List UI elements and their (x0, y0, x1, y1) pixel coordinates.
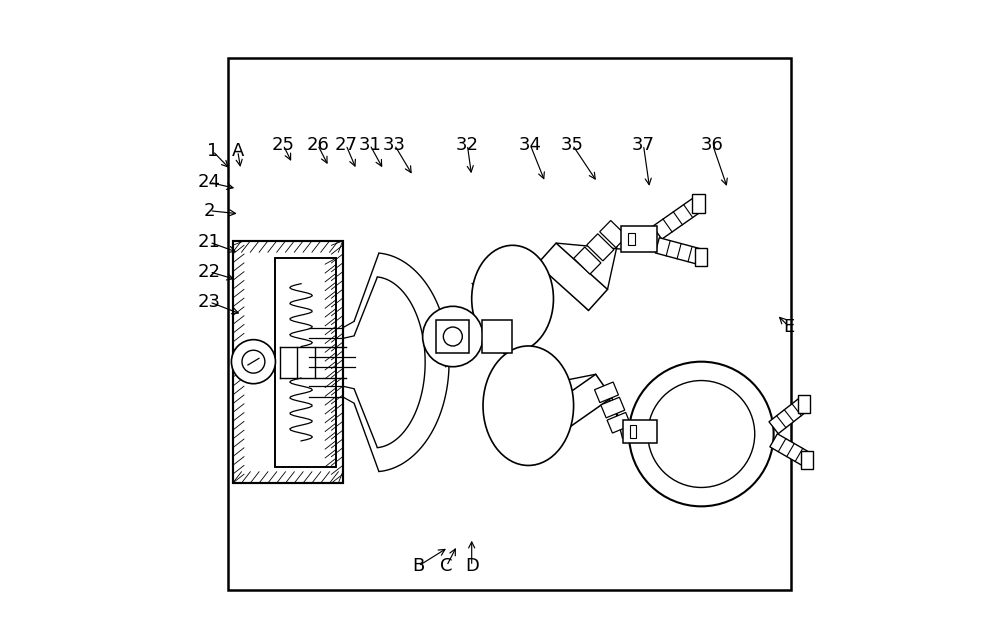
Text: 21: 21 (198, 233, 221, 251)
Text: B: B (412, 557, 424, 575)
Ellipse shape (483, 346, 574, 465)
Bar (482, 320, 512, 353)
Text: 32: 32 (456, 136, 479, 153)
Polygon shape (770, 434, 811, 466)
Polygon shape (537, 243, 608, 311)
Text: 1: 1 (207, 142, 218, 160)
Text: A: A (232, 142, 244, 160)
Bar (695, 248, 707, 267)
Text: 31: 31 (358, 136, 381, 153)
Text: 26: 26 (306, 136, 329, 153)
Circle shape (231, 340, 275, 384)
Text: E: E (784, 318, 795, 336)
Polygon shape (653, 198, 703, 239)
Bar (692, 194, 705, 213)
Text: 22: 22 (198, 263, 221, 281)
Polygon shape (655, 238, 703, 265)
Bar (233, 241, 343, 483)
Text: D: D (465, 557, 479, 575)
Bar (275, 258, 336, 467)
Bar (798, 394, 810, 413)
Bar (233, 241, 343, 483)
Text: 2: 2 (204, 202, 215, 220)
Polygon shape (600, 221, 627, 248)
Bar (228, 58, 791, 590)
Polygon shape (607, 413, 631, 433)
Bar (275, 258, 336, 467)
Bar (621, 226, 657, 252)
Circle shape (648, 381, 755, 487)
Polygon shape (587, 234, 614, 261)
Text: 27: 27 (334, 136, 357, 153)
Text: 24: 24 (198, 174, 221, 191)
Bar (623, 420, 657, 443)
Text: 35: 35 (561, 136, 584, 153)
Text: C: C (440, 557, 453, 575)
Text: 25: 25 (271, 136, 294, 153)
Ellipse shape (472, 245, 553, 352)
Bar (436, 320, 469, 353)
Text: 33: 33 (383, 136, 406, 153)
Polygon shape (769, 398, 809, 433)
Circle shape (242, 350, 265, 373)
Text: 23: 23 (198, 293, 221, 311)
Bar (628, 233, 635, 245)
Bar (801, 451, 813, 469)
Circle shape (629, 362, 774, 506)
Polygon shape (574, 247, 601, 274)
Polygon shape (595, 382, 618, 403)
Text: 37: 37 (632, 136, 655, 153)
Circle shape (423, 306, 483, 367)
Text: 36: 36 (701, 136, 724, 153)
Bar (630, 425, 636, 438)
Text: 34: 34 (519, 136, 542, 153)
Polygon shape (601, 398, 625, 418)
Circle shape (443, 327, 462, 346)
Polygon shape (539, 374, 612, 437)
